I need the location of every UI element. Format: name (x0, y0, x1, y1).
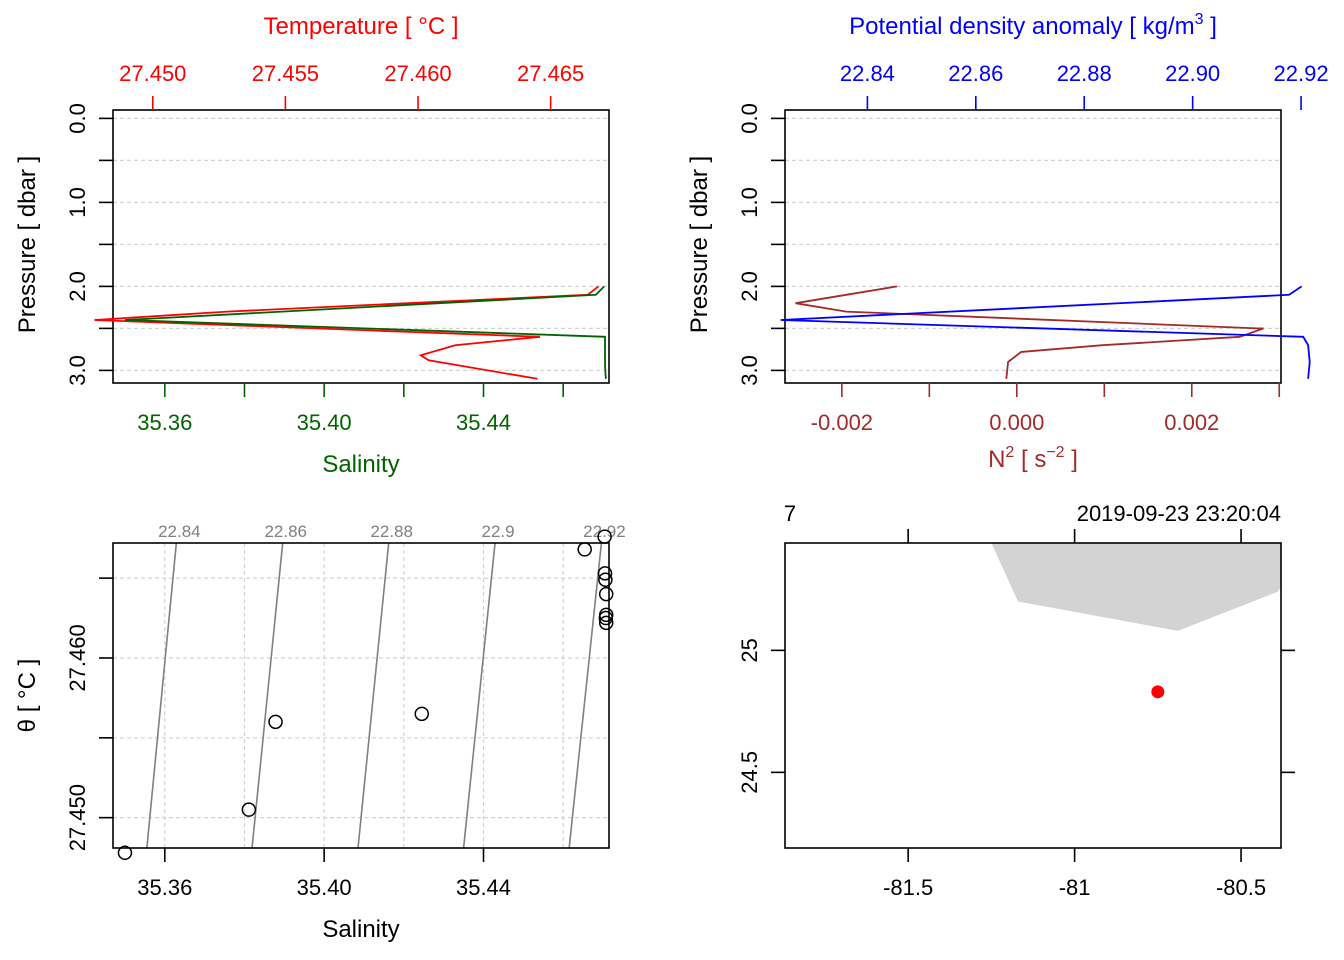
longitude-tick-label: -80.5 (1216, 875, 1266, 900)
n2-axis-label-mid: [ s (1014, 446, 1046, 473)
isopycnal-label: 22.92 (583, 522, 626, 541)
x-tick-label: 35.44 (456, 875, 511, 900)
y-tick-label: 1.0 (737, 187, 762, 218)
n2-axis-label: N2 [ s−2 ] (988, 444, 1078, 473)
isopycnal-line (251, 542, 284, 849)
y-tick-label: 2.0 (65, 271, 90, 302)
density-axis-label-text: Potential density anomaly [ kg/m (849, 13, 1195, 40)
temperature-line (94, 285, 599, 380)
longitude-tick-label: -81 (1059, 875, 1091, 900)
n2-axis-label-superscript: 2 (1005, 444, 1014, 461)
ts-point (117, 845, 133, 861)
land-polygon (991, 543, 1281, 631)
ts-point (577, 542, 592, 557)
n2-tick-label: 0.002 (1164, 410, 1219, 435)
y-tick-label: 0.0 (65, 103, 90, 134)
station-id-label: 7 (784, 501, 796, 526)
ts-point (241, 802, 257, 817)
isopycnal-label: 22.88 (370, 522, 413, 541)
y-tick-label: 3.0 (737, 355, 762, 386)
y-tick-label: 0.0 (737, 103, 762, 134)
density-line (780, 285, 1311, 379)
density-tick-label: 22.84 (840, 61, 895, 86)
latitude-tick-label: 24.5 (737, 751, 762, 794)
y-tick-label: 27.450 (65, 784, 90, 851)
salinity-line (124, 285, 607, 379)
y-tick-label: 3.0 (65, 355, 90, 386)
n2-axis-label-superscript-2: −2 (1046, 444, 1064, 461)
y-tick-label: 2.0 (737, 271, 762, 302)
plot-frame (112, 109, 610, 384)
x-tick-label: 35.36 (137, 875, 192, 900)
n2-axis-label-end: ] (1065, 446, 1078, 473)
station-time-label: 2019-09-23 23:20:04 (1077, 501, 1281, 526)
density-tick-label: 22.90 (1165, 61, 1220, 86)
n2-axis-label-text: N (988, 446, 1005, 473)
ts-point (268, 714, 283, 730)
ts-point (598, 572, 613, 587)
density-tick-label: 22.86 (948, 61, 1003, 86)
ts-point (597, 566, 613, 581)
ts-point (598, 610, 614, 626)
n2-tick-label: -0.002 (811, 410, 873, 435)
temperature-salinity-profile-panel: 0.0 1.0 2.0 3.0 Pressure [ dbar ] 27.450 27.45… (14, 13, 610, 478)
density-tick-label: 22.88 (1057, 61, 1112, 86)
density-axis-label-end: ] (1204, 13, 1217, 40)
latitude-tick-label: 25 (737, 638, 762, 662)
y-axis-label: θ [ °C ] (14, 659, 41, 733)
isopycnal-label: 22.86 (264, 522, 307, 541)
salinity-tick-label: 35.40 (297, 410, 352, 435)
n2-tick-label: 0.000 (989, 410, 1044, 435)
density-axis-label-superscript: 3 (1195, 11, 1204, 28)
density-n2-profile-panel: 0.0 1.0 2.0 3.0 Pressure [ dbar ] 22.84 22.86 2… (686, 11, 1329, 473)
y-tick-label: 1.0 (65, 187, 90, 218)
y-tick-label: 27.460 (65, 624, 90, 691)
x-axis-label: Salinity (322, 916, 399, 943)
temperature-axis-label: Temperature [ °C ] (264, 13, 459, 40)
temperature-tick-label: 27.450 (119, 61, 186, 86)
ts-point (598, 586, 614, 602)
plot-frame (784, 109, 1282, 384)
isopycnal-line (146, 542, 178, 849)
ts-diagram-panel: 22.84 22.86 22.88 22.9 22.92 35.36 35.40 35.44 S… (14, 522, 626, 943)
y-axis-label: Pressure [ dbar ] (686, 156, 713, 333)
temperature-tick-label: 27.465 (517, 61, 584, 86)
isopycnal-label: 22.84 (158, 522, 201, 541)
ts-point (598, 615, 614, 631)
isopycnal-line (568, 542, 603, 849)
station-marker (1151, 685, 1165, 699)
density-tick-label: 22.92 (1274, 61, 1329, 86)
n2-line (795, 285, 1264, 379)
temperature-tick-label: 27.460 (384, 61, 451, 86)
y-axis-label: Pressure [ dbar ] (14, 156, 41, 333)
density-axis-label: Potential density anomaly [ kg/m3 ] (849, 11, 1217, 40)
map-frame (784, 542, 1282, 849)
ts-point (414, 706, 430, 722)
isopycnal-label: 22.9 (482, 522, 515, 541)
salinity-tick-label: 35.36 (137, 410, 192, 435)
longitude-tick-label: -81.5 (883, 875, 933, 900)
x-tick-label: 35.40 (297, 875, 352, 900)
plot-frame (112, 542, 610, 849)
salinity-tick-label: 35.44 (456, 410, 511, 435)
isopycnal-line (357, 542, 390, 849)
temperature-tick-label: 27.455 (252, 61, 319, 86)
isopycnal-line (462, 542, 496, 849)
salinity-axis-label: Salinity (322, 451, 399, 478)
